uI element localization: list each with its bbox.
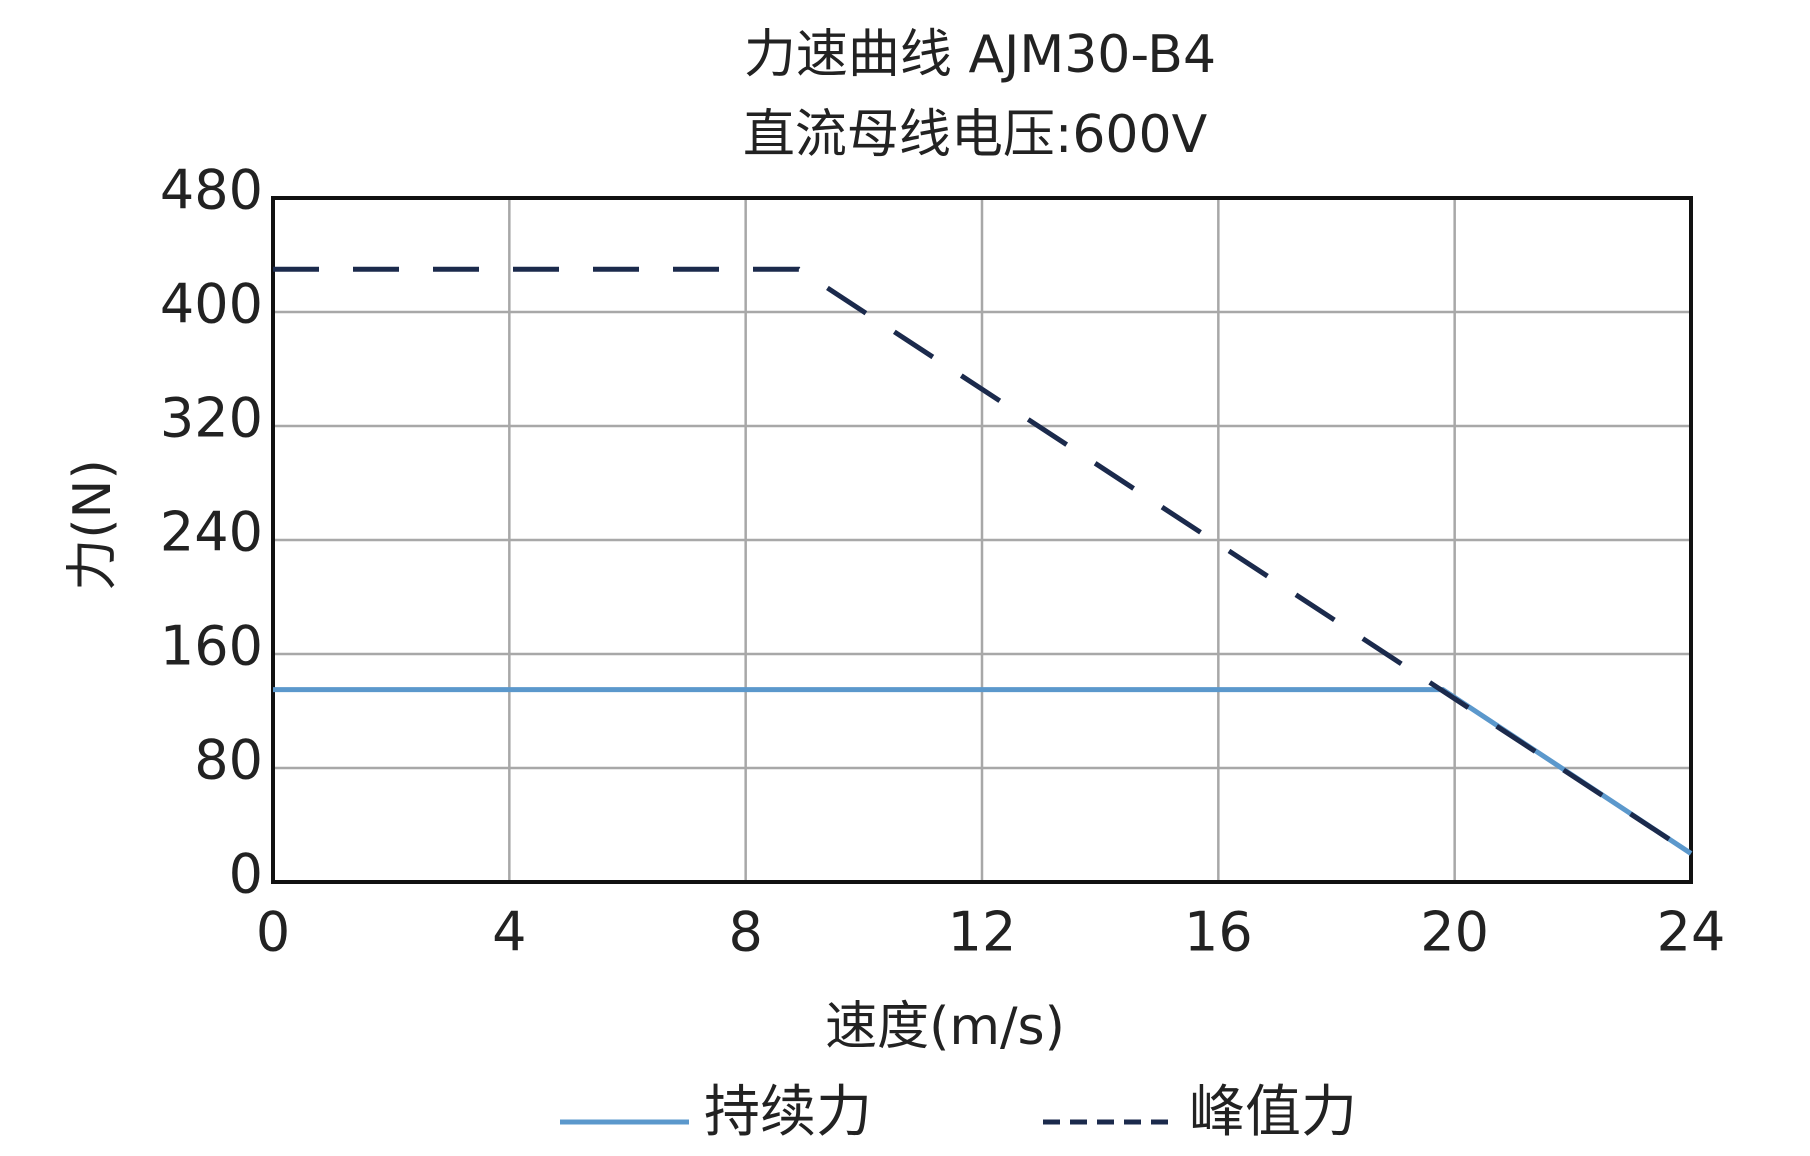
y-axis-label: 力(N)	[63, 459, 123, 590]
y-tick-label: 80	[194, 729, 263, 792]
x-axis-label: 速度(m/s)	[825, 997, 1065, 1057]
y-tick-label: 0	[229, 843, 263, 906]
legend-label: 持续力	[704, 1080, 872, 1145]
y-tick-label: 320	[160, 387, 263, 450]
legend-label: 峰值力	[1189, 1080, 1357, 1145]
chart-title: 力速曲线 AJM30-B4	[744, 25, 1216, 85]
series-line	[273, 266, 1693, 856]
y-tick-label: 480	[160, 159, 263, 222]
plot-frame	[271, 196, 1693, 884]
x-tick-label: 8	[728, 901, 762, 964]
y-tick-label: 240	[160, 501, 263, 564]
x-tick-label: 4	[492, 901, 526, 964]
x-tick-label: 24	[1657, 901, 1726, 964]
chart-subtitle: 直流母线电压:600V	[743, 105, 1208, 165]
y-tick-label: 160	[160, 615, 263, 678]
x-tick-label: 16	[1184, 901, 1253, 964]
y-tick-label: 400	[160, 273, 263, 336]
x-tick-label: 20	[1420, 901, 1489, 964]
x-tick-label: 12	[948, 901, 1017, 964]
x-tick-label: 0	[256, 901, 290, 964]
